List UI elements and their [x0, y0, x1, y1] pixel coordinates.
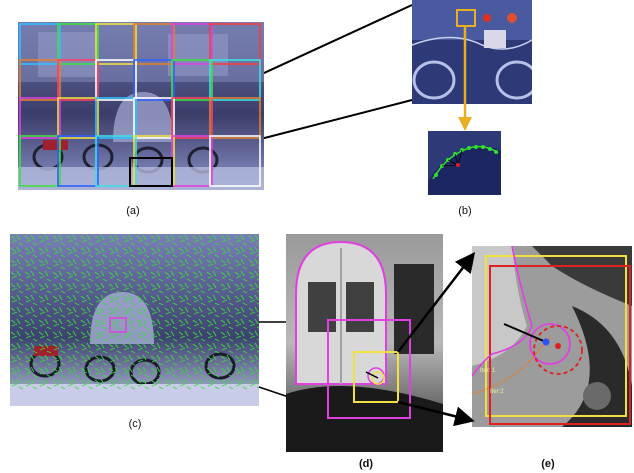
- caption-d: (d): [358, 458, 374, 470]
- panel-e-image: Iter: 1 Iter:2: [472, 246, 632, 427]
- panel-c-image: [10, 234, 259, 406]
- annotation-iter2: Iter:2: [490, 389, 504, 395]
- panel-d-image: [286, 234, 443, 452]
- caption-e: (e): [541, 458, 555, 470]
- annotation-iter1: Iter: 1: [480, 368, 496, 374]
- panel-a-image: [18, 22, 264, 190]
- panel-b-top-image: [412, 0, 532, 104]
- caption-b: (b): [458, 205, 472, 217]
- panel-b-bottom-image: [428, 131, 501, 195]
- caption-c: (c): [128, 418, 142, 430]
- caption-a: (a): [126, 205, 140, 217]
- panel-b-arrow: [458, 25, 472, 131]
